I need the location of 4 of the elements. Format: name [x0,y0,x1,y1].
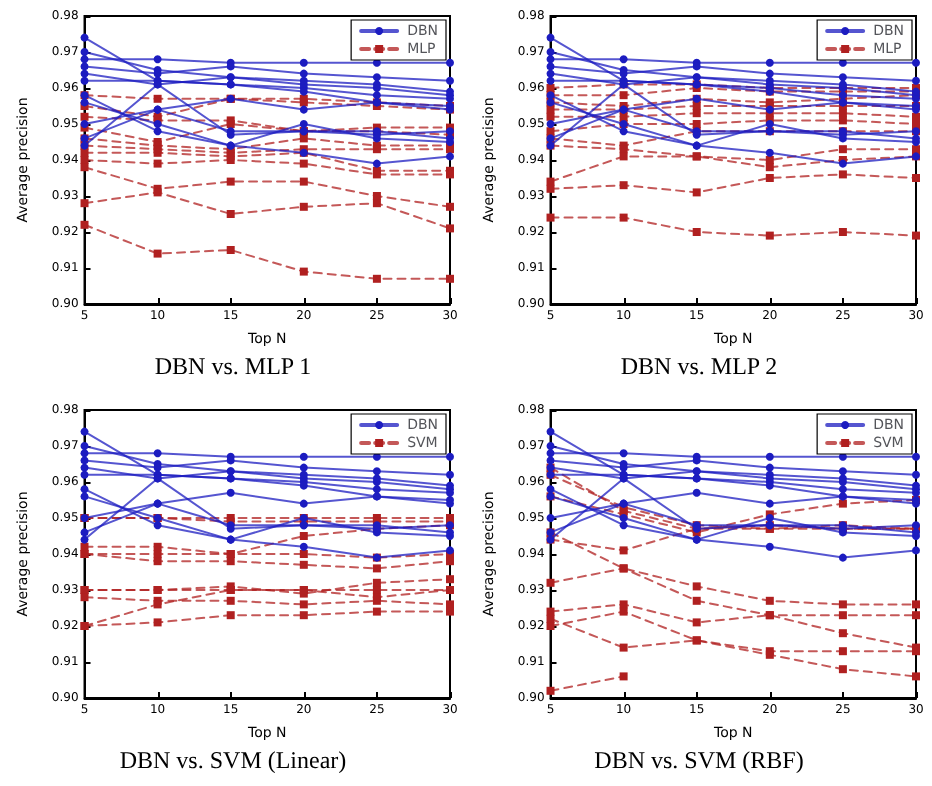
text: DBN vs. MLP 1 [154,352,312,380]
text: DBN vs. MLP 2 [620,352,778,380]
text: DBN vs. SVM (RBF) [594,746,804,774]
text: DBN vs. SVM (Linear) [119,746,347,774]
